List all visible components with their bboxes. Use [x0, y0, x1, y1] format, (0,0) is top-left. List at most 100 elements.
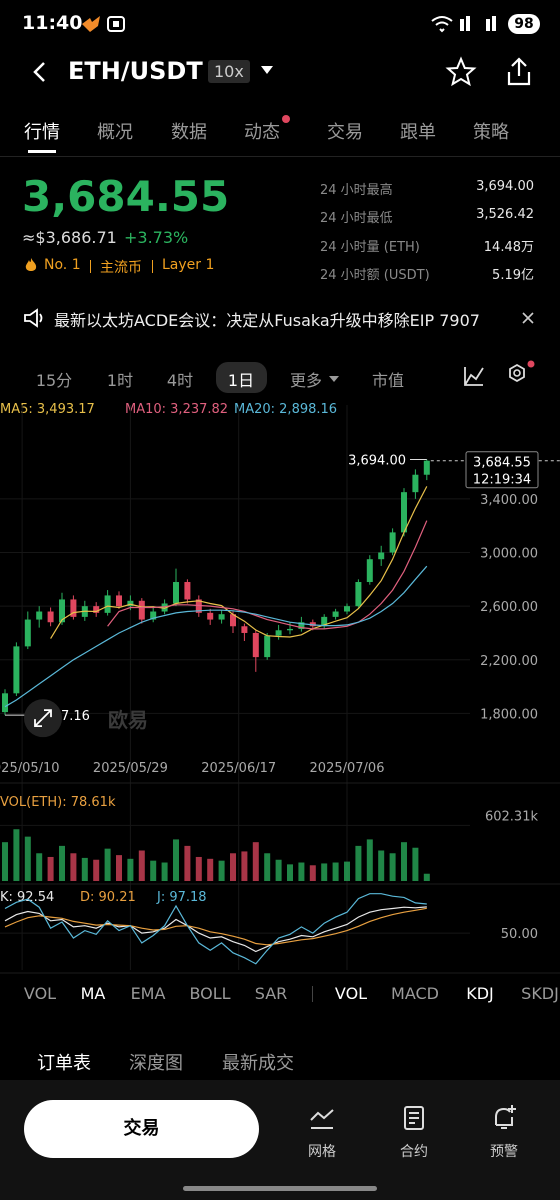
interval[interactable]: 15分 — [35, 371, 73, 390]
indicator-button[interactable] — [462, 364, 486, 388]
contract-icon[interactable] — [400, 1104, 428, 1132]
dropdown-arrow[interactable] — [260, 64, 274, 76]
volume-bar — [47, 856, 54, 881]
interval-active[interactable]: 1日 — [227, 371, 255, 390]
candle-body — [264, 635, 271, 658]
book-tab[interactable]: 深度图 — [129, 1053, 183, 1074]
kdj-legend: D: 90.21 — [80, 890, 136, 905]
dropdown-arrow[interactable] — [328, 374, 340, 384]
book-tab[interactable]: 订单表 — [37, 1053, 91, 1074]
candle-body — [184, 582, 191, 600]
grid-icon[interactable] — [308, 1106, 336, 1132]
volume-bar — [13, 829, 20, 881]
indicator-tab[interactable]: VOL — [23, 984, 57, 1003]
book-tab[interactable]: 最新成交 — [222, 1053, 294, 1074]
interval[interactable]: 更多 — [289, 371, 323, 390]
volume-bar — [378, 850, 385, 881]
volume-bar — [355, 845, 362, 881]
indicator-tab[interactable]: SAR — [254, 984, 288, 1003]
contract-label[interactable]: 合约 — [400, 1144, 428, 1160]
indicator-tab[interactable]: BOLL — [189, 984, 231, 1003]
candle-body — [309, 622, 316, 627]
tab-active[interactable]: 行情 — [24, 122, 60, 143]
close-button[interactable] — [521, 311, 535, 325]
candle-body — [378, 552, 385, 560]
indicator-tab[interactable]: MA — [80, 984, 106, 1003]
candle-body — [423, 460, 430, 475]
candle-body — [298, 622, 305, 629]
ma-legend: MA20: 2,898.16 — [234, 402, 337, 417]
volume-bar — [298, 862, 305, 881]
volume-bar — [59, 845, 65, 881]
signal-icons — [431, 16, 496, 33]
tab[interactable]: 概况 — [97, 122, 133, 143]
stat-value: 14.48万 — [483, 240, 534, 255]
badge-dot — [282, 115, 290, 123]
indicator-tab[interactable]: VOL — [334, 984, 368, 1003]
alert-icon[interactable] — [490, 1103, 520, 1133]
volume-bar — [24, 836, 31, 881]
separator — [312, 986, 313, 1002]
volume-bar — [138, 850, 145, 881]
interval[interactable]: 4时 — [166, 371, 194, 390]
trade-button[interactable]: 交易 — [24, 1100, 259, 1158]
volume-bar — [264, 853, 271, 881]
tab[interactable]: 跟单 — [400, 122, 436, 143]
candle-body — [24, 619, 31, 647]
back-button[interactable] — [30, 60, 50, 84]
status-icons — [82, 16, 125, 32]
tab[interactable]: 交易 — [327, 122, 363, 143]
candle-body — [161, 603, 168, 612]
interval[interactable]: 1时 — [106, 371, 134, 390]
last-price-label: 3,684.55 — [473, 456, 531, 471]
y-tick-label: 50.00 — [501, 927, 538, 942]
separator — [152, 260, 153, 273]
expand-icon — [34, 709, 52, 728]
candle-body — [252, 632, 259, 658]
settings-button[interactable] — [505, 360, 535, 390]
volume-bar — [241, 851, 248, 881]
candle-body — [355, 582, 362, 607]
tab-underline — [28, 150, 56, 153]
usd-price: ≈$3,686.71 — [22, 228, 117, 247]
candle-body — [47, 611, 54, 623]
volume-bar — [230, 853, 236, 881]
stat-label: 24 小时最低 — [320, 211, 393, 226]
tab[interactable]: 策略 — [473, 122, 509, 143]
news-ticker[interactable]: 最新以太坊ACDE会议：决定从Fusaka升级中移除EIP 7907 — [54, 311, 480, 330]
candle-body — [412, 474, 419, 493]
candle-body — [218, 614, 225, 620]
volume-bar — [207, 858, 214, 881]
indicator-tab[interactable]: MACD — [391, 984, 439, 1003]
grid-label[interactable]: 网格 — [308, 1144, 336, 1160]
indicator-tab[interactable]: EMA — [130, 984, 166, 1003]
watermark: 欧易 — [108, 708, 148, 732]
volume-bar — [36, 853, 43, 881]
stat-label: 24 小时额 (USDT) — [320, 268, 430, 283]
volume-bar — [127, 858, 134, 881]
leverage-badge[interactable]: 10x — [208, 60, 250, 83]
share-button[interactable] — [504, 56, 534, 88]
volume-bar — [332, 862, 339, 881]
favorite-button[interactable] — [445, 56, 477, 88]
alert-label[interactable]: 预警 — [490, 1144, 518, 1160]
x-tick-label: 2025/05/29 — [93, 761, 168, 776]
y-tick-label: 1,800.00 — [480, 707, 538, 722]
volume-bar — [173, 839, 179, 881]
volume-bar — [70, 853, 77, 881]
tab[interactable]: 动态 — [244, 122, 280, 143]
stat-value: 3,526.42 — [476, 207, 534, 222]
tab[interactable]: 数据 — [171, 122, 207, 143]
separator — [90, 260, 91, 273]
indicator-tab[interactable]: SKDJ — [521, 984, 559, 1003]
candle-body — [93, 606, 100, 613]
kdj-line — [4, 907, 427, 946]
interval[interactable]: 市值 — [371, 371, 405, 390]
volume-bar — [275, 859, 282, 881]
volume-bar — [366, 839, 373, 881]
candle-body — [230, 614, 236, 627]
indicator-tab[interactable]: KDJ — [466, 984, 494, 1003]
kdj-legend: K: 92.54 — [0, 890, 54, 905]
volume-bar — [116, 855, 122, 881]
tag: Layer 1 — [162, 257, 215, 273]
